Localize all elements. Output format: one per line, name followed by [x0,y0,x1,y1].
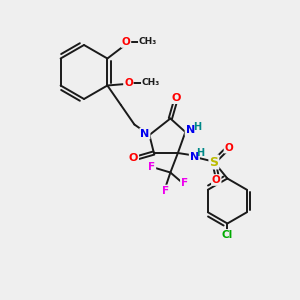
Text: S: S [209,155,218,169]
Text: H: H [196,148,205,158]
Text: Cl: Cl [222,230,233,240]
Text: CH₃: CH₃ [139,37,157,46]
Text: N: N [190,152,199,162]
Text: O: O [224,142,233,153]
Text: O: O [122,37,130,47]
Text: N: N [140,128,149,139]
Text: CH₃: CH₃ [142,78,160,87]
Text: F: F [162,185,169,196]
Text: O: O [212,175,221,185]
Text: O: O [171,93,181,103]
Text: F: F [148,162,155,172]
Text: F: F [181,178,188,188]
Text: N: N [186,125,195,135]
Text: H: H [193,122,201,132]
Text: O: O [129,153,138,163]
Text: O: O [124,78,133,88]
